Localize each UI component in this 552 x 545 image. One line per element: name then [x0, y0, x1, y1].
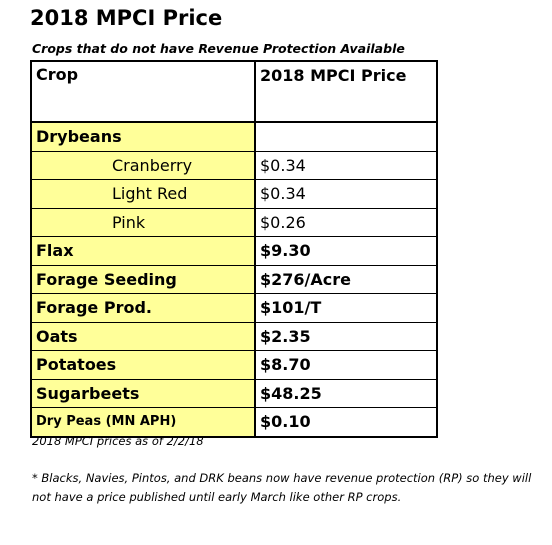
price-cell: $48.25: [254, 378, 438, 408]
subtitle: Crops that do not have Revenue Protectio…: [32, 41, 405, 56]
price-cell: $0.34: [254, 150, 438, 180]
price-cell: [254, 121, 438, 152]
price-cell: $101/T: [254, 293, 438, 323]
title: 2018 MPCI Price: [30, 6, 223, 30]
price-table: Crop 2018 MPCI Price Drybeans Cranberry $0…: [30, 60, 438, 438]
table-body: Crop 2018 MPCI Price Drybeans Cranberry $0…: [30, 60, 438, 437]
table-row: Pink $0.26: [30, 207, 438, 237]
footnote: 2018 MPCI prices as of 2/2/18: [32, 434, 204, 448]
header-cell: Crop: [30, 60, 256, 123]
crop-cell: Oats: [30, 321, 256, 351]
price-cell: $9.30: [254, 236, 438, 266]
crop-cell: Forage Seeding: [30, 264, 256, 294]
price-cell: $2.35: [254, 321, 438, 351]
crop-cell: Pink: [30, 207, 256, 237]
price-cell: $0.10: [254, 407, 438, 437]
header-row: Crop 2018 MPCI Price: [30, 60, 438, 123]
crop-cell: Forage Prod.: [30, 293, 256, 323]
table-row: Cranberry $0.34: [30, 150, 438, 180]
price-cell: $0.34: [254, 179, 438, 209]
crop-cell: Dry Peas (MN APH): [30, 407, 256, 437]
price-cell: $8.70: [254, 350, 438, 380]
crop-cell: Potatoes: [30, 350, 256, 380]
price-cell: $0.26: [254, 207, 438, 237]
table-row: Light Red $0.34: [30, 179, 438, 209]
table-row: Dry Peas (MN APH) $0.10: [30, 407, 438, 437]
table-row: Drybeans: [30, 121, 438, 152]
crop-cell: Drybeans: [30, 121, 256, 152]
table-row: Sugarbeets $48.25: [30, 378, 438, 408]
table-row: Flax $9.30: [30, 236, 438, 266]
table-row: Oats $2.35: [30, 321, 438, 351]
crop-cell: Cranberry: [30, 150, 256, 180]
table-row: Potatoes $8.70: [30, 350, 438, 380]
crop-cell: Flax: [30, 236, 256, 266]
note: * Blacks, Navies, Pintos, and DRK beans …: [32, 471, 532, 504]
crop-cell: Light Red: [30, 179, 256, 209]
crop-cell: Sugarbeets: [30, 378, 256, 408]
table-row: Forage Prod. $101/T: [30, 293, 438, 323]
table-row: Forage Seeding $276/Acre: [30, 264, 438, 294]
price-cell: $276/Acre: [254, 264, 438, 294]
header-cell: 2018 MPCI Price: [254, 60, 438, 123]
